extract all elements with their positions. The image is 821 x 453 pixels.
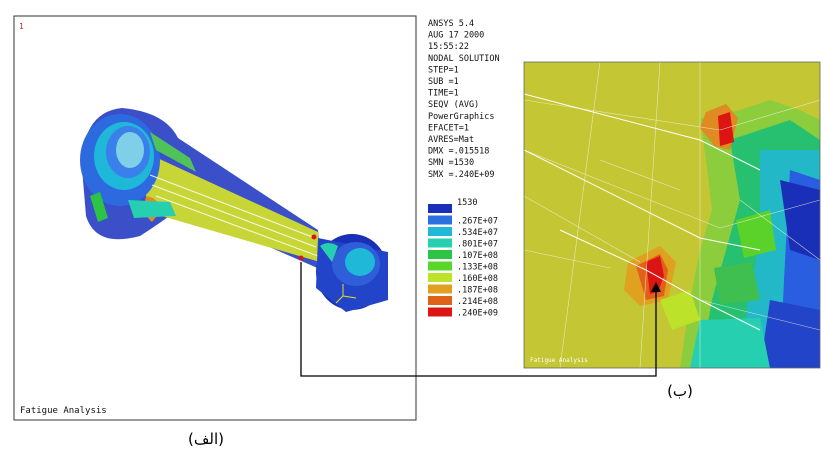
legend-swatch [428, 215, 452, 225]
legend-swatch [428, 284, 452, 294]
window-number: 1 [19, 22, 24, 31]
info-line: ANSYS 5.4 [428, 19, 474, 29]
zoom-connector [300, 262, 661, 377]
info-line: EFACET=1 [428, 123, 469, 133]
info-line: SMX =.240E+09 [428, 170, 495, 180]
legend-label: 1530 [457, 198, 477, 208]
legend-label: .267E+07 [457, 217, 498, 227]
info-line: DMX =.015518 [428, 147, 489, 157]
info-line: SMN =1530 [428, 158, 474, 168]
legend-swatch [428, 307, 452, 317]
legend-swatch [428, 227, 452, 236]
info-line: SUB =1 [428, 77, 459, 87]
caption-left: (الف) [188, 430, 224, 448]
right-footer-label: Fatigue Analysis [530, 357, 588, 364]
connecting-rod-model [80, 108, 388, 312]
info-panel: ANSYS 5.4 AUG 17 2000 15:55:22 NODAL SOLUTI… [428, 19, 500, 180]
contour-legend: 1530 .267E+07.534E+07 .801E+07.107E+08 .133… [428, 198, 498, 319]
info-text: ANSYS 5.4 AUG 17 2000 15:55:22 NODAL SOLUTI… [428, 19, 500, 180]
legend-label: .801E+07 [457, 240, 498, 250]
legend-swatch [428, 204, 452, 213]
left-footer-label: Fatigue Analysis [20, 406, 107, 416]
info-line: AUG 17 2000 [428, 31, 484, 41]
legend-label: .187E+08 [457, 286, 498, 296]
legend-label: .534E+07 [457, 228, 498, 238]
legend-label: .160E+08 [457, 274, 498, 284]
info-line: NODAL SOLUTION [428, 54, 500, 64]
left-viewport: 1 [13, 15, 417, 421]
info-line: 15:55:22 [428, 42, 469, 52]
info-line: TIME=1 [428, 89, 459, 99]
legend-swatch [428, 296, 452, 305]
legend-label: .133E+08 [457, 263, 498, 273]
legend-label: .240E+09 [457, 309, 498, 319]
caption-right: (ب) [667, 382, 693, 400]
legend-swatch [428, 261, 452, 271]
legend-swatch [428, 238, 452, 248]
info-line: SEQV (AVG) [428, 100, 479, 110]
info-line: PowerGraphics [428, 112, 495, 122]
legend-label: .107E+08 [457, 251, 498, 261]
legend-swatch [428, 273, 452, 282]
info-line: AVRES=Mat [428, 135, 474, 145]
zoom-view: Fatigue Analysis [523, 61, 821, 369]
legend-swatch [428, 250, 452, 259]
legend-label: .214E+08 [457, 297, 498, 307]
info-line: STEP=1 [428, 65, 459, 75]
